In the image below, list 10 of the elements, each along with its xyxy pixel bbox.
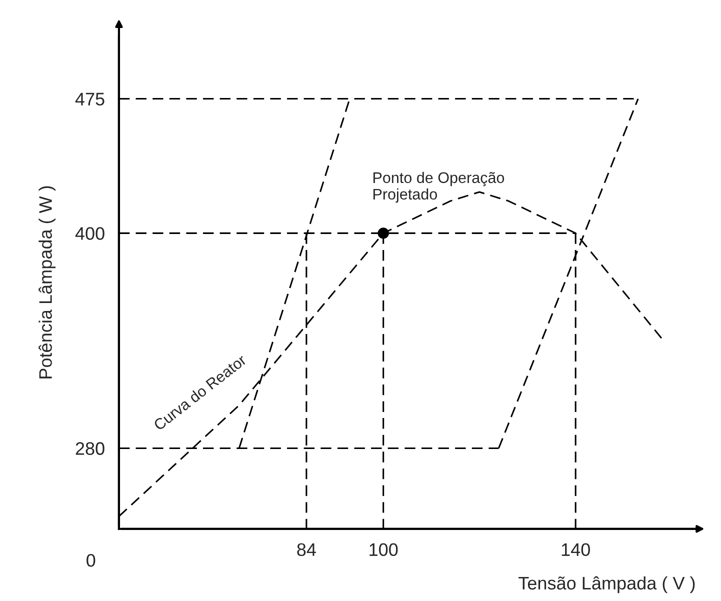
text: 0 [86, 554, 96, 567]
x-axis-title: Tensão Lâmpada ( V ) [518, 576, 695, 594]
y-axis-title: Potência Lâmpada ( W ) [38, 186, 56, 378]
x-tick-label: 84 [297, 543, 316, 556]
annotation: Ponto de Operação Projetado [373, 172, 504, 203]
y-tick-label: 280 [76, 442, 104, 455]
y-tick-label: 400 [75, 227, 104, 240]
x-tick-label: 140 [562, 543, 590, 556]
x-tick-label: 100 [370, 543, 398, 556]
y-tick-label: 475 [75, 92, 104, 106]
